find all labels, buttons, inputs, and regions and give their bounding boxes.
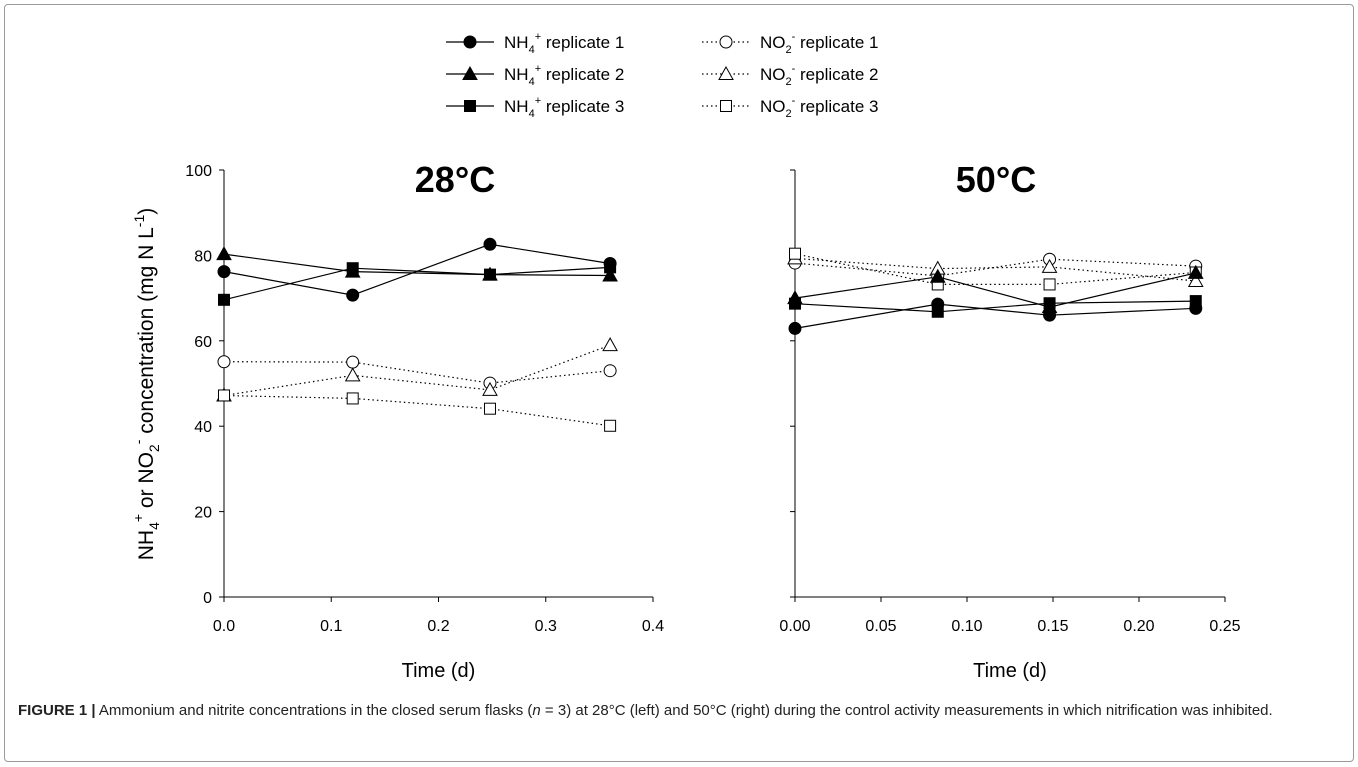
data-point (931, 305, 944, 318)
legend-marker (719, 35, 733, 49)
y-tick-label: 0 (203, 590, 212, 607)
data-point (1041, 258, 1058, 273)
legend-item-no2-3: NO2- replicate 3 (702, 95, 878, 120)
series-line (223, 361, 611, 384)
x-axis-label: Time (d) (973, 660, 1047, 682)
caption-n: n (532, 702, 541, 719)
x-tick-label: 0.4 (642, 618, 664, 635)
data-point (602, 267, 618, 282)
panel-50c: 0.00 0.05 0.10 0.15 0.20 0.25 Time (d) 50°C (779, 159, 1240, 682)
x-tick-label: 0.00 (779, 618, 810, 635)
legend-marker (464, 100, 476, 112)
legend-label: NO2- replicate 1 (760, 31, 878, 56)
y-tick-label: 100 (185, 163, 212, 180)
y-tick-label: 80 (194, 248, 212, 265)
panel-28c: 0 20 40 60 80 100 0.0 0.1 0.2 0.3 0.4 Time (d) 28°C (185, 159, 664, 682)
legend: NH4+ replicate 1 NH4+ replicate 2 NH4+ rep… (446, 31, 878, 120)
series-line (794, 300, 1196, 313)
panel-title: 28°C (415, 159, 495, 200)
data-point (482, 381, 498, 396)
data-point (929, 268, 946, 283)
series-line (794, 303, 1196, 329)
x-tick-label: 0.3 (535, 618, 557, 635)
y-tick-label: 40 (194, 419, 212, 436)
legend-item-no2-2: NO2- replicate 2 (702, 63, 878, 88)
legend-marker (463, 35, 477, 49)
x-tick-label: 0.0 (213, 618, 235, 635)
y-tick-label: 20 (194, 505, 212, 522)
legend-marker (462, 65, 478, 80)
series-line (223, 243, 611, 296)
legend-marker (718, 65, 734, 80)
caption-text-pre: Ammonium and nitrite concentrations in t… (95, 702, 533, 719)
figure-border (4, 4, 1354, 762)
series-line (794, 253, 1196, 285)
y-tick-label: 60 (194, 334, 212, 351)
data-point (344, 367, 361, 382)
series-line (223, 266, 611, 301)
x-tick-label: 0.1 (320, 618, 342, 635)
series-line (223, 394, 611, 427)
x-tick-label: 0.15 (1037, 618, 1068, 635)
x-tick-label: 0.05 (865, 618, 896, 635)
data-point (1187, 264, 1204, 279)
caption-label: FIGURE 1 | (18, 702, 96, 719)
x-tick-label: 0.25 (1209, 618, 1240, 635)
legend-label: NH4+ replicate 2 (504, 63, 624, 88)
legend-label: NO2- replicate 2 (760, 63, 878, 88)
legend-label: NH4+ replicate 1 (504, 31, 624, 56)
data-point (216, 246, 232, 261)
legend-item-nh4-3: NH4+ replicate 3 (446, 95, 624, 120)
series-line (794, 272, 1196, 308)
data-point (604, 419, 617, 432)
data-point (218, 389, 230, 402)
caption-text-post: = 3) at 28°C (left) and 50°C (right) dur… (540, 702, 1273, 719)
data-point (346, 262, 359, 275)
data-point (483, 268, 496, 281)
legend-item-nh4-2: NH4+ replicate 2 (446, 63, 624, 88)
data-point (483, 402, 496, 415)
data-point (483, 237, 497, 251)
legend-marker (720, 100, 732, 112)
series-line (223, 344, 611, 397)
data-point (604, 261, 617, 274)
x-tick-label: 0.2 (427, 618, 449, 635)
data-point (218, 293, 230, 306)
legend-item-nh4-1: NH4+ replicate 1 (446, 31, 624, 56)
legend-label: NO2- replicate 3 (760, 95, 878, 120)
data-point (346, 355, 360, 369)
data-point (1043, 297, 1056, 310)
data-point (789, 247, 801, 260)
data-point (217, 355, 231, 369)
data-point (603, 364, 617, 378)
data-point (1043, 278, 1056, 291)
series-line (794, 258, 1196, 277)
y-axis-label: NH4+ or NO2- concentration (mg N L-1) (130, 208, 162, 561)
legend-label: NH4+ replicate 3 (504, 95, 624, 120)
data-point (1187, 272, 1204, 288)
panel-title: 50°C (956, 159, 1036, 200)
data-point (346, 288, 360, 302)
x-axis-label: Time (d) (402, 660, 476, 682)
data-point (789, 297, 801, 310)
figure-caption: FIGURE 1 | Ammonium and nitrite concentr… (18, 701, 1338, 720)
data-point (1189, 295, 1202, 308)
legend-item-no2-1: NO2- replicate 1 (702, 31, 878, 56)
chart-canvas: NH4+ replicate 1 NH4+ replicate 2 NH4+ rep… (130, 31, 1241, 682)
series-line (223, 253, 611, 277)
data-point (217, 265, 231, 279)
x-tick-label: 0.10 (951, 618, 982, 635)
data-point (788, 321, 802, 335)
x-tick-label: 0.20 (1123, 618, 1154, 635)
data-point (602, 337, 618, 352)
data-point (346, 392, 359, 405)
series-line (794, 257, 1196, 282)
